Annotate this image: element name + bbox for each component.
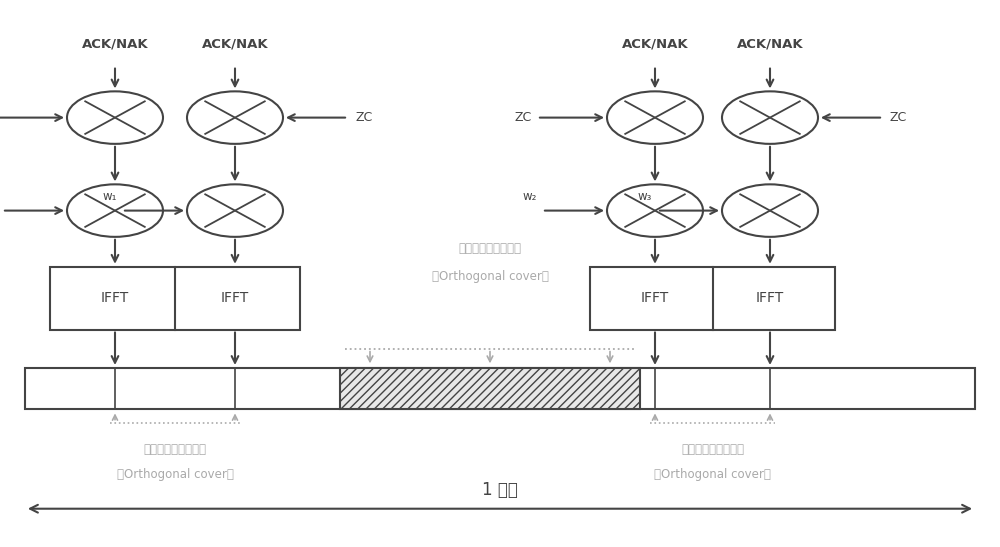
Bar — [25, 368, 975, 409]
Text: （Orthogonal cover）: （Orthogonal cover） — [654, 468, 771, 481]
Text: ZC: ZC — [890, 111, 907, 124]
Text: （Orthogonal cover）: （Orthogonal cover） — [117, 468, 233, 481]
Text: 1 时隙: 1 时隙 — [482, 481, 518, 499]
Text: 数据部分的正交掩码: 数据部分的正交掩码 — [144, 444, 207, 456]
Text: ACK/NAK: ACK/NAK — [82, 37, 148, 50]
Text: IFFT: IFFT — [641, 291, 669, 305]
Text: 导频部分的正交掩码: 导频部分的正交掩码 — [458, 242, 522, 255]
Text: ACK/NAK: ACK/NAK — [622, 37, 688, 50]
Text: ACK/NAK: ACK/NAK — [202, 37, 268, 50]
Text: （Orthogonal cover）: （Orthogonal cover） — [432, 270, 548, 283]
Text: 数据部分的正交掩码: 数据部分的正交掩码 — [681, 444, 744, 456]
Text: ZC: ZC — [515, 111, 532, 124]
Text: w₂: w₂ — [523, 190, 537, 203]
Bar — [340, 368, 640, 409]
Text: IFFT: IFFT — [756, 291, 784, 305]
Text: ACK/NAK: ACK/NAK — [737, 37, 803, 50]
Text: ZC: ZC — [355, 111, 372, 124]
Bar — [50, 266, 300, 329]
Bar — [590, 266, 835, 329]
Text: IFFT: IFFT — [221, 291, 249, 305]
Text: w₁: w₁ — [103, 190, 117, 203]
Text: w₃: w₃ — [638, 190, 652, 203]
Text: IFFT: IFFT — [101, 291, 129, 305]
